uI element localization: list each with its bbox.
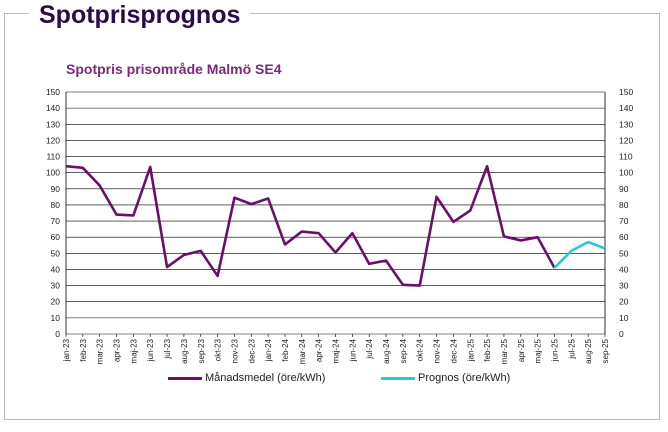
x-tick-label: maj-25	[534, 338, 543, 363]
y-tick-label-right: 110	[619, 152, 633, 162]
y-tick-label-right: 20	[619, 297, 629, 307]
x-tick-label: feb-25	[483, 338, 492, 361]
x-tick-label: sep-24	[399, 338, 408, 363]
y-tick-label-right: 10	[619, 313, 629, 323]
x-tick-label: maj-24	[332, 338, 341, 363]
y-tick-label-left: 150	[46, 87, 60, 97]
x-tick-label: jan-24	[264, 338, 273, 362]
x-tick-label: maj-23	[129, 338, 138, 363]
x-tick-label: apr-23	[113, 338, 122, 362]
x-tick-label: okt-23	[214, 338, 223, 361]
x-tick-label: jan-25	[466, 338, 475, 362]
x-tick-label: jun-23	[146, 338, 155, 362]
y-tick-label-right: 80	[619, 200, 629, 210]
x-tick-label: sep-23	[197, 338, 206, 363]
y-tick-label-left: 120	[46, 135, 60, 145]
y-tick-label-left: 110	[46, 152, 60, 162]
y-tick-label-right: 30	[619, 281, 629, 291]
y-tick-label-left: 60	[51, 232, 61, 242]
y-tick-label-right: 140	[619, 103, 633, 113]
y-tick-label-left: 130	[46, 119, 60, 129]
x-tick-label: apr-25	[517, 338, 526, 362]
y-tick-label-left: 10	[51, 313, 61, 323]
legend-label-monthly: Månadsmedel (öre/kWh)	[205, 372, 326, 384]
chart-title: Spotpris prisområde Malmö SE4	[66, 61, 282, 77]
x-tick-label: jul-23	[163, 338, 172, 359]
y-tick-label-right: 40	[619, 264, 629, 274]
y-tick-label-left: 50	[51, 248, 61, 258]
x-tick-label: aug-23	[180, 338, 189, 363]
x-tick-label: sep-25	[601, 338, 610, 363]
x-tick-label: nov-23	[230, 338, 239, 363]
series-line-monthly	[65, 164, 556, 287]
legend-swatch-monthly	[168, 376, 202, 380]
y-tick-label-left: 30	[51, 281, 61, 291]
legend-item-forecast: Prognos (öre/kWh)	[381, 372, 510, 384]
legend-label-forecast: Prognos (öre/kWh)	[418, 372, 511, 384]
y-tick-label-right: 90	[619, 184, 629, 194]
y-tick-label-right: 150	[619, 87, 633, 97]
legend-item-monthly: Månadsmedel (öre/kWh)	[168, 372, 325, 384]
x-tick-label: nov-24	[433, 338, 442, 363]
y-tick-label-right: 70	[619, 216, 629, 226]
x-tick-label: jun-25	[550, 338, 559, 362]
x-tick-label: apr-24	[315, 338, 324, 362]
y-tick-label-right: 50	[619, 248, 629, 258]
y-tick-label-left: 70	[51, 216, 61, 226]
page-heading: Spotprisprognos	[29, 0, 251, 30]
x-tick-label: dec-23	[247, 338, 256, 363]
y-tick-label-left: 20	[51, 297, 61, 307]
x-tick-label: feb-23	[79, 338, 88, 361]
x-tick-label: feb-24	[281, 338, 290, 361]
y-tick-label-right: 0	[619, 329, 624, 339]
y-tick-label-left: 40	[51, 264, 61, 274]
y-tick-label-right: 60	[619, 232, 629, 242]
y-tick-label-left: 0	[55, 329, 60, 339]
y-tick-label-left: 80	[51, 200, 61, 210]
x-tick-label: jan-23	[62, 338, 71, 362]
x-tick-label: mar-24	[298, 338, 307, 364]
x-tick-label: mar-23	[96, 338, 105, 364]
x-tick-label: jul-25	[567, 338, 576, 359]
x-tick-label: aug-25	[584, 338, 593, 363]
chart-frame	[4, 13, 660, 420]
y-tick-label-left: 140	[46, 103, 60, 113]
x-tick-label: aug-24	[382, 338, 391, 363]
y-tick-label-right: 120	[619, 135, 633, 145]
y-tick-label-left: 100	[46, 168, 60, 178]
y-tick-label-right: 130	[619, 119, 633, 129]
y-tick-label-right: 100	[619, 168, 633, 178]
x-tick-label: jun-24	[348, 338, 357, 362]
x-tick-label: dec-24	[449, 338, 458, 363]
x-tick-label: okt-24	[416, 338, 425, 361]
legend-swatch-forecast	[381, 376, 415, 380]
x-tick-label: jul-24	[365, 338, 374, 359]
x-tick-label: mar-25	[500, 338, 509, 364]
y-tick-label-left: 90	[51, 184, 61, 194]
series-line-forecast	[553, 240, 606, 269]
